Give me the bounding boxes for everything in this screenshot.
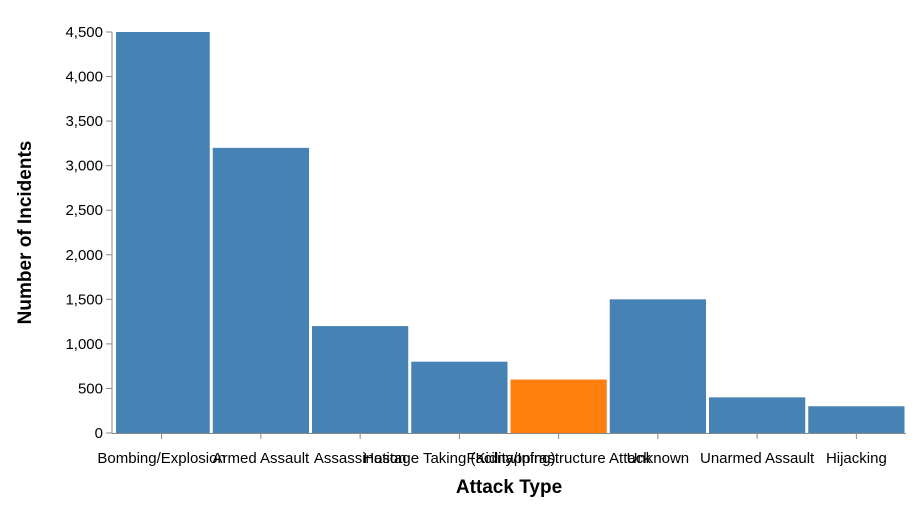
y-tick-label: 1,000 bbox=[65, 336, 103, 353]
x-tick-label: Hostage Taking (Kidnapping) bbox=[363, 450, 555, 467]
bar-3 bbox=[411, 361, 508, 433]
bar-0 bbox=[116, 32, 210, 433]
x-tick-label: Unarmed Assault bbox=[700, 450, 815, 467]
y-tick-label: 0 bbox=[95, 425, 103, 442]
bar-4 bbox=[510, 379, 607, 433]
y-tick-label: 4,000 bbox=[65, 69, 103, 86]
bar-1 bbox=[212, 147, 309, 433]
x-axis-title: Attack Type bbox=[456, 477, 562, 498]
y-axis: 0 500 1,000 1,500 2,000 2,500 3,000 3,500 4,000 4… bbox=[65, 24, 113, 442]
y-tick-label: 3,500 bbox=[65, 113, 103, 130]
x-tick-label: Bombing/Explosion bbox=[97, 450, 225, 467]
y-tick-label: 2,000 bbox=[65, 247, 103, 264]
y-tick-label: 2,500 bbox=[65, 202, 103, 219]
x-tick-label: Unknown bbox=[627, 450, 690, 467]
bar-2 bbox=[312, 326, 409, 433]
y-axis-title: Number of Incidents bbox=[15, 141, 36, 325]
bar-5 bbox=[609, 299, 706, 433]
y-tick-label: 1,500 bbox=[65, 291, 103, 308]
x-tick-label: Armed Assault bbox=[213, 450, 311, 467]
x-tick-label: Hijacking bbox=[826, 450, 887, 467]
y-tick-label: 4,500 bbox=[65, 24, 103, 41]
x-tick-label: Assassination bbox=[314, 450, 407, 467]
bars-group bbox=[116, 32, 905, 433]
bar-6 bbox=[709, 397, 806, 433]
y-tick-label: 3,000 bbox=[65, 158, 103, 175]
bar-7 bbox=[808, 406, 905, 433]
y-tick-label: 500 bbox=[78, 380, 103, 397]
x-tick-label: Facility/Infrastructure Attack bbox=[467, 450, 652, 467]
